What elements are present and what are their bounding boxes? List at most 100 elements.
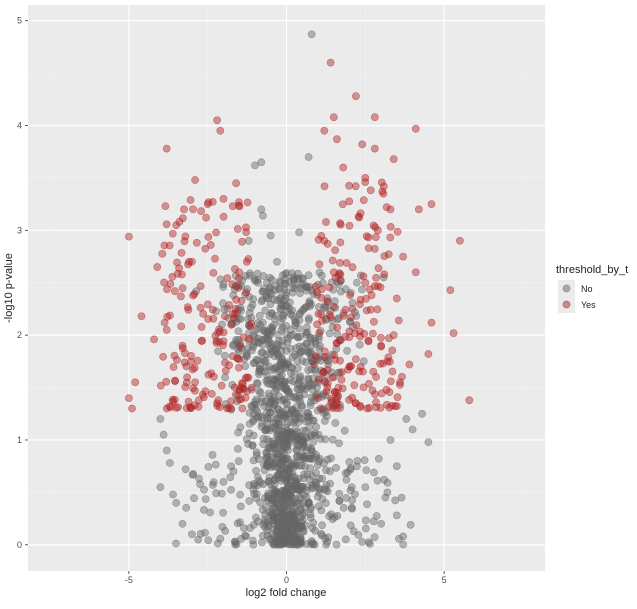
data-point bbox=[387, 401, 396, 410]
data-point bbox=[244, 440, 252, 448]
data-point bbox=[332, 388, 341, 397]
data-point bbox=[291, 509, 300, 518]
data-point bbox=[177, 270, 186, 279]
data-point bbox=[318, 405, 326, 414]
data-point bbox=[262, 448, 271, 457]
data-point bbox=[251, 161, 259, 170]
x-axis-ticks: -5 0 5 bbox=[125, 571, 447, 585]
data-point bbox=[317, 506, 326, 515]
data-point bbox=[307, 365, 316, 374]
data-point bbox=[299, 527, 308, 536]
data-point bbox=[277, 532, 285, 540]
data-point bbox=[382, 203, 391, 212]
data-point bbox=[263, 526, 272, 535]
data-point bbox=[371, 390, 379, 399]
data-point bbox=[393, 227, 402, 236]
data-point bbox=[195, 474, 203, 483]
data-point bbox=[402, 415, 411, 423]
data-point bbox=[318, 279, 327, 287]
data-point bbox=[288, 284, 297, 292]
data-point bbox=[308, 480, 317, 489]
data-point bbox=[233, 519, 242, 528]
data-point bbox=[372, 273, 380, 282]
data-point bbox=[359, 196, 368, 205]
data-point bbox=[258, 211, 267, 220]
data-point bbox=[249, 340, 258, 349]
data-point bbox=[182, 362, 191, 371]
data-point bbox=[301, 384, 310, 393]
data-point bbox=[236, 315, 245, 323]
data-point bbox=[248, 536, 257, 545]
data-point bbox=[252, 466, 260, 475]
x-tick-label: -5 bbox=[125, 575, 133, 585]
data-point bbox=[262, 397, 270, 406]
data-point bbox=[208, 450, 217, 459]
data-point bbox=[272, 472, 281, 480]
data-point bbox=[276, 278, 285, 287]
data-point bbox=[256, 498, 264, 507]
data-point bbox=[162, 144, 171, 153]
data-point bbox=[253, 269, 262, 278]
data-point bbox=[318, 521, 326, 530]
data-point bbox=[311, 392, 320, 401]
data-point bbox=[335, 489, 344, 498]
data-point bbox=[183, 373, 191, 382]
data-point bbox=[288, 507, 297, 516]
data-point bbox=[265, 521, 273, 530]
legend-title: threshold_by_t bbox=[556, 264, 628, 276]
data-point bbox=[388, 346, 397, 355]
data-point bbox=[232, 179, 240, 188]
data-point bbox=[228, 310, 237, 319]
data-point bbox=[187, 404, 196, 412]
data-point bbox=[219, 477, 228, 486]
data-point bbox=[368, 386, 377, 395]
data-point bbox=[282, 346, 291, 355]
data-point bbox=[373, 476, 382, 485]
data-point bbox=[358, 140, 367, 149]
data-point bbox=[296, 533, 305, 542]
data-point bbox=[317, 293, 326, 302]
data-point bbox=[296, 494, 305, 502]
data-point bbox=[289, 377, 297, 386]
data-point bbox=[235, 268, 244, 277]
data-point bbox=[322, 218, 330, 226]
data-point bbox=[336, 238, 345, 247]
data-point bbox=[219, 212, 228, 221]
data-point bbox=[315, 268, 324, 277]
data-point bbox=[322, 387, 331, 396]
data-point bbox=[306, 401, 315, 410]
data-point bbox=[369, 317, 378, 326]
data-point bbox=[223, 404, 231, 413]
data-point bbox=[351, 92, 360, 101]
data-point bbox=[221, 373, 229, 382]
data-point bbox=[292, 445, 301, 454]
data-point bbox=[346, 521, 355, 530]
data-point bbox=[317, 231, 326, 240]
data-point bbox=[278, 271, 287, 280]
data-point bbox=[281, 294, 290, 303]
data-point bbox=[234, 428, 243, 437]
data-point bbox=[172, 539, 180, 548]
data-point bbox=[399, 532, 407, 541]
data-point bbox=[188, 470, 197, 479]
data-point bbox=[242, 288, 250, 297]
data-point bbox=[193, 356, 202, 365]
data-point bbox=[345, 333, 354, 342]
data-point bbox=[254, 412, 262, 421]
data-point bbox=[165, 241, 174, 250]
data-point bbox=[293, 385, 302, 393]
data-point bbox=[376, 333, 385, 342]
data-point bbox=[159, 430, 168, 439]
data-point bbox=[273, 330, 282, 339]
data-point bbox=[304, 271, 313, 280]
data-point bbox=[275, 420, 284, 428]
data-point bbox=[334, 280, 343, 289]
data-point bbox=[270, 295, 278, 304]
data-point bbox=[162, 377, 171, 386]
data-point bbox=[197, 323, 206, 331]
data-point bbox=[360, 329, 369, 338]
data-point bbox=[328, 256, 337, 265]
data-point bbox=[395, 534, 403, 543]
data-point bbox=[203, 200, 212, 208]
data-point bbox=[299, 280, 307, 289]
